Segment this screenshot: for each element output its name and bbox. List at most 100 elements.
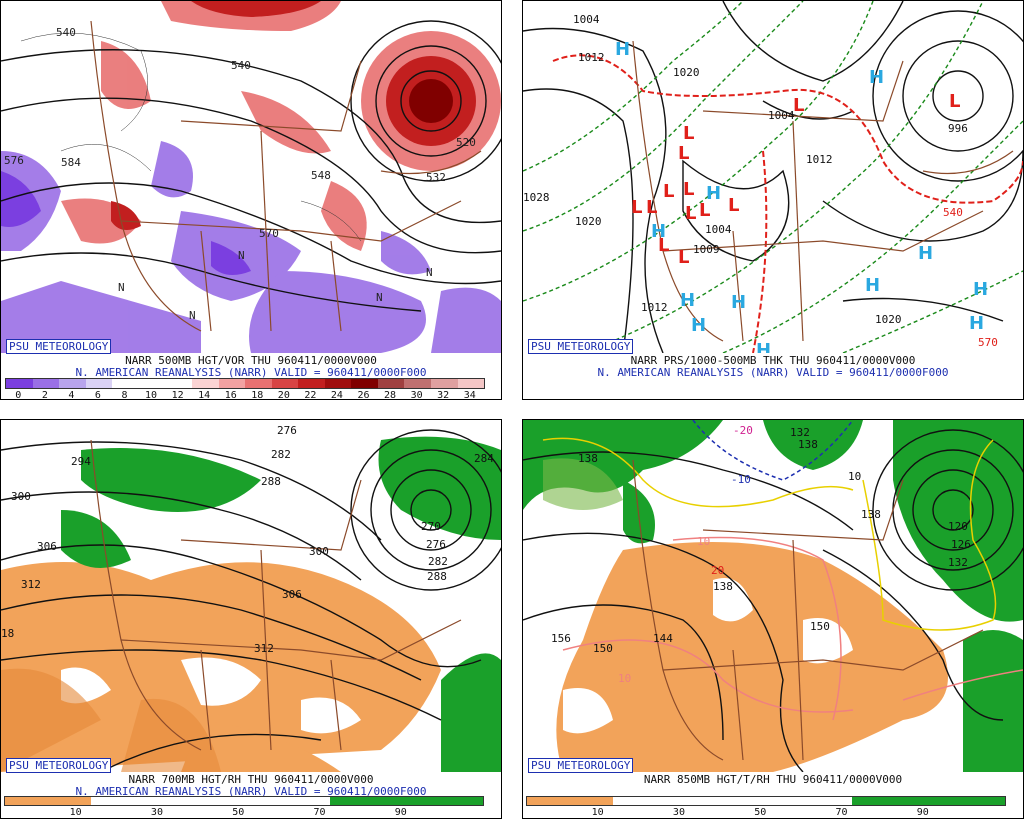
temperature-label: -20 <box>733 424 753 437</box>
colorbar-tick: 22 <box>304 390 317 400</box>
high-pressure-marker: H <box>918 243 933 264</box>
colorbar-tick: 16 <box>224 390 237 400</box>
colorbar-tick: 26 <box>357 390 370 400</box>
rh-colorbar-ticks-850mb: 10 30 50 70 90 <box>526 807 1004 818</box>
colorbar-tick: 30 <box>672 807 685 818</box>
height-label: 126 <box>951 538 971 551</box>
colorbar-swatch <box>457 379 485 388</box>
height-label: 150 <box>810 620 830 633</box>
colorbar-tick: 6 <box>94 390 101 400</box>
height-label: 284 <box>474 452 494 465</box>
colorbar-swatch <box>298 379 325 388</box>
height-label: 312 <box>254 642 274 655</box>
colorbar-swatch <box>271 379 299 388</box>
colorbar-tick: 4 <box>68 390 75 400</box>
colorbar-tick: 12 <box>171 390 184 400</box>
temperature-label: 10 <box>848 470 861 483</box>
psu-meteorology-badge: PSU METEOROLOGY <box>528 758 634 773</box>
n-marker: N <box>118 281 125 294</box>
isobar-label: 1009 <box>693 243 720 256</box>
high-pressure-marker: H <box>973 279 988 300</box>
high-pressure-marker: H <box>615 39 630 60</box>
height-label: 138 <box>578 452 598 465</box>
colorbar-tick: 20 <box>277 390 290 400</box>
height-label: 548 <box>311 169 331 182</box>
low-pressure-marker: L <box>728 195 739 216</box>
psu-meteorology-badge: PSU METEOROLOGY <box>528 339 634 354</box>
height-label: 520 <box>456 136 476 149</box>
colorbar-swatch <box>324 379 352 388</box>
height-label: 306 <box>282 588 302 601</box>
high-pressure-marker: H <box>706 183 721 204</box>
temperature-label: 10 <box>697 535 710 548</box>
n-marker: N <box>376 291 383 304</box>
psu-meteorology-badge: PSU METEOROLOGY <box>6 339 112 354</box>
high-pressure-marker: H <box>680 290 695 311</box>
colorbar-tick: 30 <box>410 390 423 400</box>
high-pressure-marker: H <box>756 340 771 353</box>
n-marker: N <box>238 249 245 262</box>
panel-caption: NARR 700MB HGT/RH THU 960411/0000V000 <box>128 773 374 786</box>
pressure-thickness-map: L L L L L L L L L L L L L H H H H H H H … <box>523 1 1023 353</box>
height-label: 150 <box>593 642 613 655</box>
colorbar-swatch <box>32 379 60 388</box>
rh-colorbar-ticks-700mb: 10 30 50 70 90 <box>4 807 482 818</box>
colorbar-tick: 70 <box>835 807 848 818</box>
panel-caption-valid: N. AMERICAN REANALYSIS (NARR) VALID = 96… <box>75 785 427 798</box>
height-label: 532 <box>426 171 446 184</box>
low-pressure-marker: L <box>631 197 642 218</box>
height-label: 300 <box>11 490 31 503</box>
panel-caption: NARR 850MB HGT/T/RH THU 960411/0000V000 <box>643 773 903 786</box>
height-label: 120 <box>948 520 968 533</box>
temperature-label: -10 <box>731 473 751 486</box>
thickness-label: 540 <box>943 206 963 219</box>
panel-caption-valid: N. AMERICAN REANALYSIS (NARR) VALID = 96… <box>75 366 427 379</box>
low-pressure-marker: L <box>793 95 804 116</box>
high-pressure-marker: H <box>691 315 706 336</box>
colorbar-swatch <box>218 379 246 388</box>
low-pressure-marker: L <box>685 203 696 224</box>
height-label: 294 <box>71 455 91 468</box>
colorbar-swatch <box>191 379 219 388</box>
height-label: 570 <box>259 227 279 240</box>
colorbar-swatch <box>404 379 431 388</box>
colorbar-tick: 90 <box>916 807 929 818</box>
thickness-label: 570 <box>978 336 998 349</box>
colorbar-swatch <box>377 379 405 388</box>
colorbar-tick: 8 <box>121 390 128 400</box>
n-marker: N <box>426 266 433 279</box>
colorbar-tick: 50 <box>232 807 245 818</box>
low-pressure-marker: L <box>663 181 674 202</box>
isobar-label: 1004 <box>768 109 795 122</box>
colorbar-tick: 50 <box>754 807 767 818</box>
height-label: 18 <box>1 627 14 640</box>
height-label: 540 <box>56 26 76 39</box>
isobar-label: 1012 <box>578 51 605 64</box>
vorticity-map: 540 540 576 584 570 548 532 520 N N N N … <box>1 1 501 353</box>
n-marker: N <box>189 309 196 322</box>
temperature-label: 10 <box>618 672 631 685</box>
high-pressure-marker: H <box>869 67 884 88</box>
height-label: 138 <box>861 508 881 521</box>
psu-meteorology-badge: PSU METEOROLOGY <box>6 758 112 773</box>
high-pressure-marker: H <box>969 313 984 334</box>
height-label: 584 <box>61 156 81 169</box>
isobar-label: 1012 <box>641 301 668 314</box>
colorbar-swatch <box>59 379 86 388</box>
panel-pressure-thickness: L L L L L L L L L L L L L H H H H H H H … <box>522 0 1024 400</box>
rh-colorbar-700mb <box>4 796 484 806</box>
low-pressure-marker: L <box>699 200 710 221</box>
height-label: 138 <box>798 438 818 451</box>
panel-700mb-rh: 276 282 288 294 300 306 312 300 306 312 … <box>0 419 502 819</box>
colorbar-tick: 0 <box>15 390 22 400</box>
height-label: 156 <box>551 632 571 645</box>
height-label: 576 <box>4 154 24 167</box>
colorbar-swatch <box>85 379 113 388</box>
low-pressure-marker: L <box>683 123 694 144</box>
height-label: 306 <box>37 540 57 553</box>
colorbar-swatch <box>431 379 458 388</box>
isobar-label: 1012 <box>806 153 833 166</box>
panel-caption-valid: N. AMERICAN REANALYSIS (NARR) VALID = 96… <box>597 366 949 379</box>
isobar-label: 1020 <box>575 215 602 228</box>
low-pressure-marker: L <box>683 179 694 200</box>
